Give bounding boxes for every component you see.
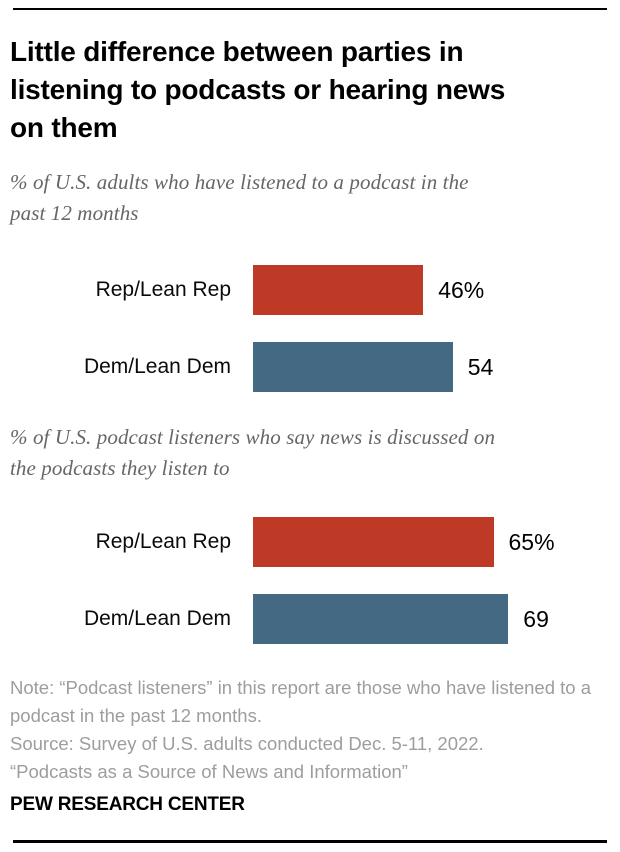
category-label-dem-lean-dem: Dem/Lean Dem xyxy=(83,607,231,630)
value-label: 46% xyxy=(438,276,485,303)
bar-rep-lean-rep xyxy=(253,517,494,567)
note-text: Note: “Podcast listeners” in this report… xyxy=(10,677,591,726)
bar-rep-lean-rep xyxy=(253,265,424,315)
text-line: the podcasts they listen to xyxy=(10,456,230,480)
attribution-text: “Podcasts as a Source of News and Inform… xyxy=(10,761,408,782)
chart-section-podcast-listening: % of U.S. adults who have listened to a … xyxy=(10,147,610,392)
category-label-rep-lean-rep: Rep/Lean Rep xyxy=(95,530,231,553)
value-label: 69 xyxy=(523,605,549,632)
top-rule xyxy=(13,8,607,10)
text-line: % of U.S. podcast listeners who say news… xyxy=(10,425,496,449)
bottom-rule xyxy=(13,840,607,843)
value-label: 65% xyxy=(508,528,555,555)
bar-row: Dem/Lean Dem 69 xyxy=(10,594,610,644)
bar-row: Rep/Lean Rep 65% xyxy=(10,517,610,567)
category-label-rep-lean-rep: Rep/Lean Rep xyxy=(95,278,231,301)
chart-2-bars: Rep/Lean Rep 65% Dem/Lean Dem 69 xyxy=(10,517,610,644)
chart-1-bars: Rep/Lean Rep 46% Dem/Lean Dem 54 xyxy=(10,265,610,392)
text-line: Little difference between parties in xyxy=(10,36,464,67)
page-title: Little difference between parties in list… xyxy=(10,33,610,147)
text-line: past 12 months xyxy=(10,201,139,225)
footnote-block: Note: “Podcast listeners” in this report… xyxy=(10,674,610,786)
text-line: on them xyxy=(10,112,118,143)
value-label: 54 xyxy=(467,353,494,380)
bar-dem-lean-dem xyxy=(253,594,509,644)
text-line: listening to podcasts or hearing news xyxy=(10,74,506,105)
text-line: % of U.S. adults who have listened to a … xyxy=(10,170,469,194)
bar-dem-lean-dem xyxy=(253,342,453,392)
source-text: Source: Survey of U.S. adults conducted … xyxy=(10,733,484,754)
category-label-dem-lean-dem: Dem/Lean Dem xyxy=(83,355,231,378)
chart-1-subtitle: % of U.S. adults who have listened to a … xyxy=(10,167,610,229)
bar-row: Rep/Lean Rep 46% xyxy=(10,265,610,315)
chart-2-subtitle: % of U.S. podcast listeners who say news… xyxy=(10,422,610,484)
bar-row: Dem/Lean Dem 54 xyxy=(10,342,610,392)
pew-research-center-wordmark: PEW RESEARCH CENTER xyxy=(10,794,245,815)
chart-section-news-discussed: % of U.S. podcast listeners who say news… xyxy=(10,392,610,644)
